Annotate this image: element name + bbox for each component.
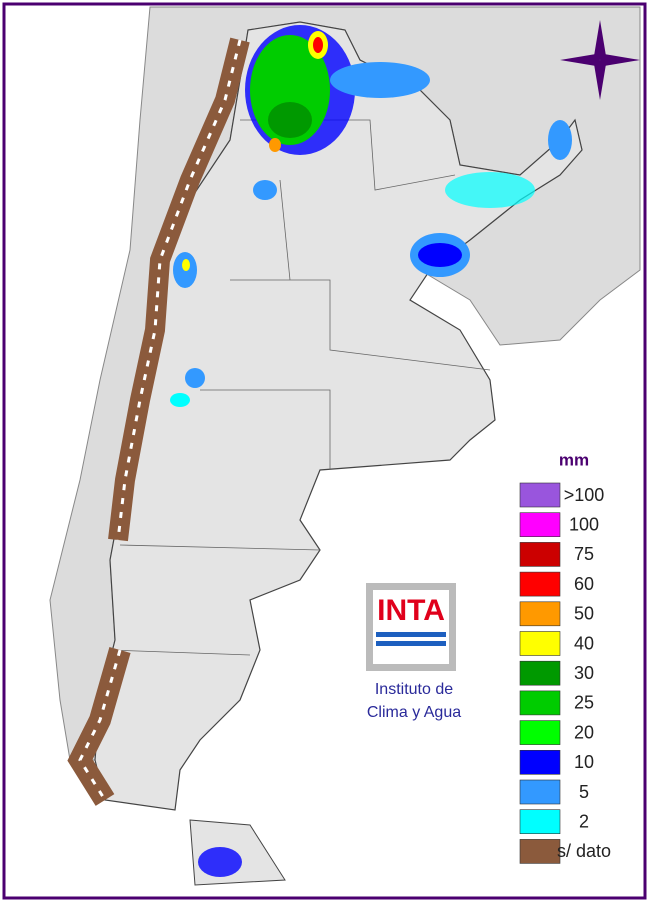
province-borders	[109, 119, 491, 656]
no-data-pattern	[78, 649, 122, 801]
legend-unit: mm	[559, 450, 589, 469]
compass-rose	[560, 20, 640, 100]
logo-stripe	[376, 641, 446, 646]
legend-swatch	[519, 749, 561, 775]
legend-label: 50	[574, 604, 594, 624]
legend-label: 25	[574, 693, 594, 713]
legend-swatch	[519, 839, 561, 864]
legend-label: 40	[574, 633, 594, 653]
logo-stripe	[376, 632, 446, 637]
legend-swatch	[519, 601, 561, 627]
legend-label: 10	[574, 752, 594, 772]
legend: >100 100 75 60 50 40 30 25 20 10 5 2 s/ dato	[519, 482, 611, 864]
precipitation	[170, 25, 572, 877]
legend-label: 30	[574, 663, 594, 683]
legend-label: 5	[579, 782, 589, 802]
legend-swatch	[519, 482, 561, 508]
legend-label: 2	[579, 811, 589, 831]
legend-swatch	[519, 720, 561, 745]
legend-swatch	[519, 690, 561, 716]
legend-swatch	[519, 631, 561, 656]
legend-swatch	[519, 809, 561, 835]
legend-swatch	[519, 542, 561, 567]
logo-caption: Clima y Agua	[367, 704, 461, 721]
no-data-pattern	[116, 39, 242, 541]
legend-label: s/ dato	[557, 841, 611, 861]
legend-label: 60	[574, 574, 594, 594]
legend-swatch	[519, 779, 561, 805]
legend-swatch	[519, 660, 561, 686]
logo-inner	[373, 590, 449, 664]
legend-label: 100	[569, 514, 599, 534]
logo-caption: Instituto de	[375, 681, 453, 698]
logo-text: INTA	[377, 594, 445, 627]
legend-label: >100	[564, 485, 605, 505]
legend-label: 75	[574, 544, 594, 564]
legend-label: 20	[574, 722, 594, 742]
legend-swatch	[519, 571, 561, 597]
legend-swatch	[519, 512, 561, 538]
